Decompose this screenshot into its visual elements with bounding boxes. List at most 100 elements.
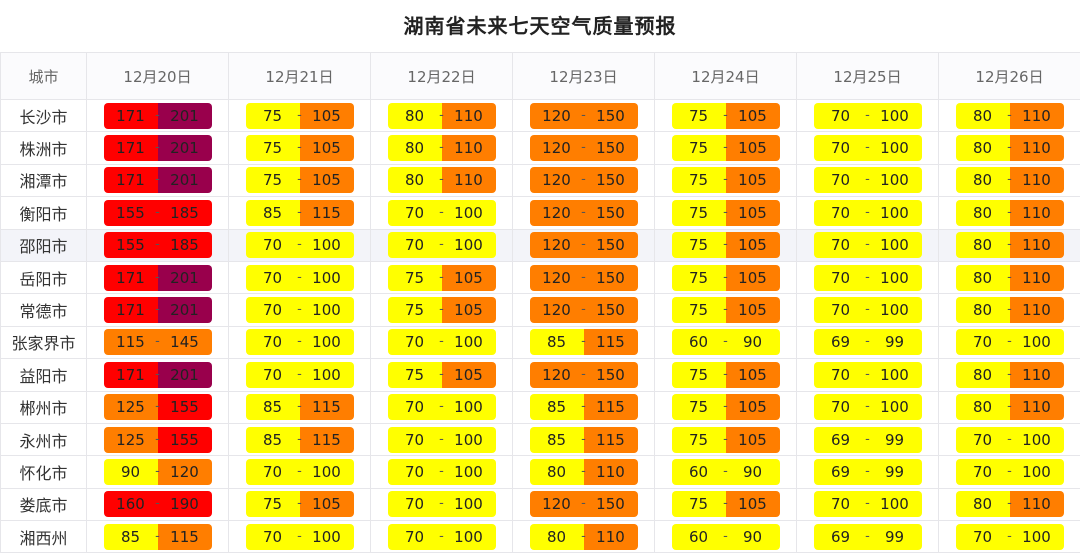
aqi-low-value: 80 [955,167,1010,194]
aqi-cell: 60 90- [654,325,797,360]
aqi-low-value: 85 [103,523,158,550]
aqi-cell: 70 100- [228,455,371,489]
aqi-cell: 171 201- [86,131,229,165]
aqi-range-badge: 171 201- [103,102,212,129]
aqi-cell: 115 145- [86,325,229,360]
aqi-cell: 75 105- [654,260,797,295]
aqi-high-value: 100 [299,232,354,259]
aqi-high-value: 110 [1009,394,1064,421]
aqi-high-value: 100 [299,458,354,485]
aqi-range-badge: 171 201- [103,135,212,162]
aqi-cell: 120 150- [512,163,655,198]
aqi-high-value: 155 [157,426,212,453]
aqi-range-badge: 120 150- [529,361,638,388]
range-separator: - [865,269,870,285]
range-separator: - [581,139,586,155]
aqi-cell: 75 105- [654,358,797,392]
aqi-low-value: 120 [529,361,584,388]
aqi-high-value: 100 [867,232,922,259]
range-separator: - [1007,139,1012,155]
aqi-low-value: 70 [813,232,868,259]
aqi-cell: 120 150- [512,293,655,327]
aqi-range-badge: 70 100- [813,491,922,518]
aqi-range-badge: 75 105- [671,167,780,194]
aqi-cell: 70 100- [370,228,513,262]
range-separator: - [581,301,586,317]
aqi-cell: 80 110- [938,98,1080,133]
aqi-range-badge: 75 105- [245,102,354,129]
range-separator: - [439,204,444,220]
aqi-high-value: 99 [867,329,922,356]
aqi-range-badge: 171 201- [103,264,212,291]
aqi-high-value: 100 [299,264,354,291]
aqi-low-value: 70 [245,232,300,259]
aqi-low-value: 70 [813,491,868,518]
range-separator: - [1007,528,1012,544]
aqi-range-badge: 80 110- [955,167,1064,194]
city-name: 株洲市 [0,131,87,165]
table-row: 长沙市 171 201-75 105-80 110-120 150-75 105-70 100… [0,98,1080,133]
aqi-low-value: 75 [671,361,726,388]
aqi-range-badge: 85 115- [529,394,638,421]
aqi-low-value: 80 [955,264,1010,291]
aqi-high-value: 105 [725,135,780,162]
range-separator: - [865,366,870,382]
aqi-low-value: 80 [387,135,442,162]
aqi-cell: 75 105- [654,390,797,424]
range-separator: - [865,139,870,155]
aqi-low-value: 70 [387,329,442,356]
aqi-range-badge: 85 115- [245,199,354,226]
range-separator: - [723,463,728,479]
aqi-range-badge: 120 150- [529,264,638,291]
aqi-range-badge: 70 100- [813,232,922,259]
aqi-high-value: 150 [583,361,638,388]
table-row: 衡阳市 155 185-85 115-70 100-120 150-75 105-70 100… [0,196,1080,230]
aqi-low-value: 171 [103,102,158,129]
aqi-cell: 70 100- [370,325,513,360]
table-header-row: 城市 12月20日 12月21日 12月22日 12月23日 12月24日 12… [0,52,1080,100]
aqi-low-value: 75 [671,491,726,518]
aqi-range-badge: 171 201- [103,361,212,388]
aqi-high-value: 105 [725,199,780,226]
aqi-range-badge: 155 185- [103,199,212,226]
range-separator: - [439,237,444,252]
aqi-cell: 75 105- [370,293,513,327]
aqi-range-badge: 120 150- [529,297,638,324]
date-column-header: 12月22日 [370,52,513,100]
range-separator: - [581,528,586,544]
range-separator: - [1007,398,1012,414]
aqi-high-value: 110 [441,102,496,129]
aqi-cell: 75 105- [654,131,797,165]
aqi-low-value: 85 [529,329,584,356]
aqi-high-value: 105 [299,102,354,129]
aqi-low-value: 160 [103,491,158,518]
aqi-range-badge: 70 100- [813,167,922,194]
aqi-range-badge: 70 100- [813,135,922,162]
aqi-high-value: 100 [299,297,354,324]
aqi-cell: 80 110- [938,293,1080,327]
aqi-high-value: 110 [1009,491,1064,518]
aqi-range-badge: 171 201- [103,297,212,324]
aqi-high-value: 110 [583,523,638,550]
aqi-high-value: 110 [1009,361,1064,388]
aqi-high-value: 145 [157,329,212,356]
range-separator: - [723,528,728,544]
table-row: 张家界市 115 145-70 100-70 100-85 115-60 90-69 99-7… [0,325,1080,360]
aqi-high-value: 115 [299,394,354,421]
aqi-high-value: 100 [1009,329,1064,356]
date-column-header: 12月26日 [938,52,1080,100]
city-name: 岳阳市 [0,260,87,295]
aqi-low-value: 70 [387,232,442,259]
aqi-cell: 120 150- [512,98,655,133]
aqi-range-badge: 75 105- [671,232,780,259]
aqi-cell: 70 100- [370,196,513,230]
aqi-cell: 171 201- [86,260,229,295]
aqi-high-value: 100 [441,426,496,453]
aqi-cell: 70 100- [370,422,513,457]
range-separator: - [865,528,870,544]
range-separator: - [297,301,302,317]
aqi-cell: 80 110- [938,487,1080,522]
aqi-range-badge: 70 100- [955,426,1064,453]
aqi-cell: 75 105- [228,163,371,198]
aqi-cell: 75 105- [654,487,797,522]
